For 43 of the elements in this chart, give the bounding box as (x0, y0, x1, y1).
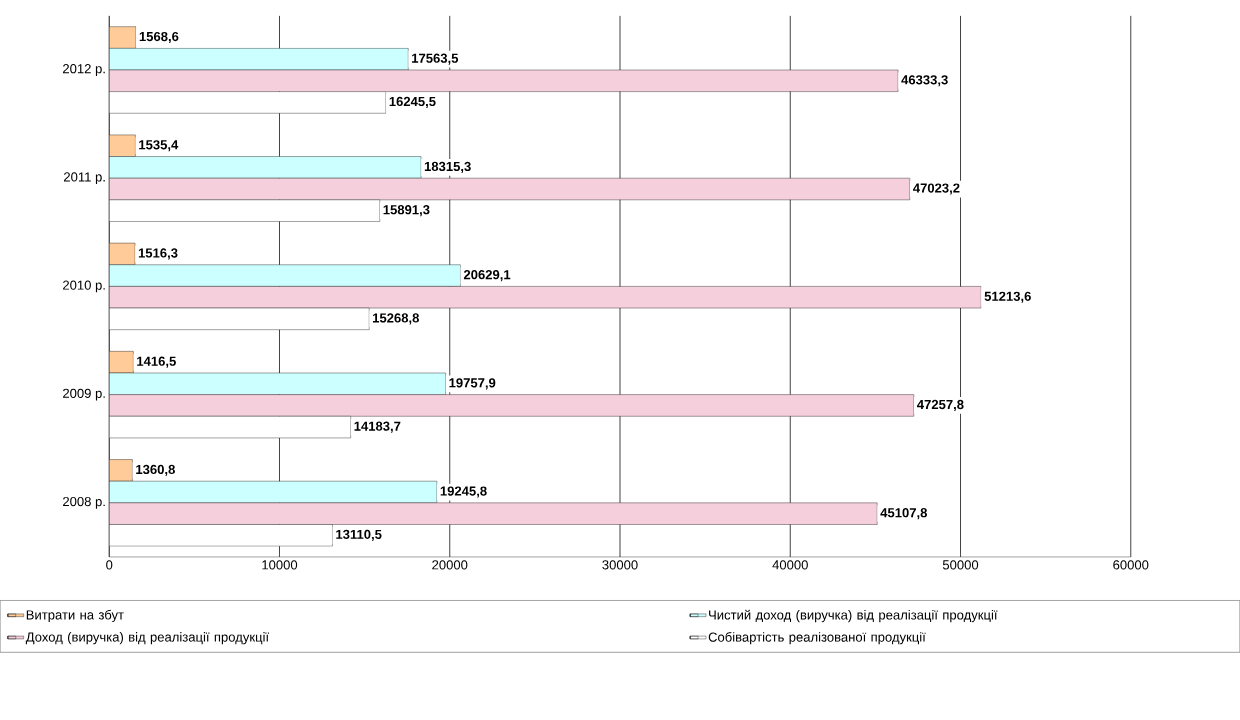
y-tick-label: 2011 р. (64, 172, 105, 185)
y-tick-label: 2008 р. (63, 496, 105, 509)
data-label: 17563,5 (412, 53, 459, 65)
y-tick-label: 2012 р. (63, 63, 105, 76)
data-label: 15891,3 (383, 204, 430, 217)
data-label: 51213,6 (984, 291, 1031, 303)
bar (109, 69, 899, 92)
data-label: 46333,3 (901, 75, 948, 87)
bar (109, 177, 911, 200)
x-tick-label: 40000 (772, 560, 808, 570)
data-label: 1568,6 (139, 31, 179, 43)
legend-label: Доход (виручка) від реалізації продукції (25, 631, 269, 645)
data-label: 18315,3 (424, 161, 471, 173)
data-label: 13110,5 (336, 529, 382, 541)
bar (109, 502, 878, 525)
bar (109, 394, 915, 417)
data-label: 19245,8 (440, 486, 487, 498)
legend-label: Собівартість реалізованої продукції (708, 631, 926, 645)
data-label: 1416,5 (137, 356, 176, 368)
x-tick-label: 60000 (1113, 560, 1149, 570)
x-tick-label: 30000 (602, 560, 638, 570)
bar (109, 459, 133, 482)
y-tick-label: 2010 р. (63, 280, 105, 293)
data-label: 1516,3 (138, 248, 178, 260)
data-label: 47257,8 (917, 399, 964, 411)
x-tick-label: 20000 (432, 560, 468, 570)
data-label: 1535,4 (139, 140, 179, 152)
data-label: 19757,9 (449, 378, 496, 390)
data-label: 14183,7 (354, 421, 401, 433)
data-label: 1360,8 (136, 464, 175, 476)
y-tick-label: 2009 р. (63, 388, 105, 401)
legend-label: Чистий доход (виручка) від реалізації продукції (709, 609, 998, 623)
data-label: 47023,2 (913, 183, 960, 195)
data-label: 15268,8 (373, 313, 419, 325)
bar (109, 26, 137, 49)
x-tick-label: 50000 (942, 560, 979, 570)
x-tick-label: 10000 (262, 560, 298, 570)
legend-label: Витрати на збут (26, 609, 124, 622)
bar (109, 286, 982, 309)
data-label: 45107,8 (880, 507, 928, 520)
data-label: 16245,5 (389, 96, 436, 108)
x-tick-label: 0 (106, 560, 113, 570)
data-label: 20629,1 (463, 269, 511, 282)
